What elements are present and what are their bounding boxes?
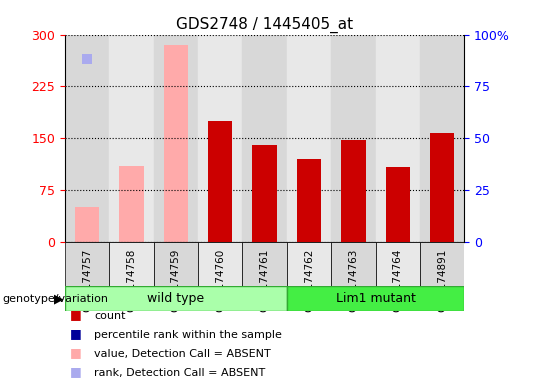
Bar bbox=[287, 35, 331, 242]
Text: GSM174760: GSM174760 bbox=[215, 248, 225, 312]
Bar bbox=[420, 242, 464, 286]
Bar bbox=[386, 167, 410, 242]
Bar bbox=[109, 242, 153, 286]
Bar bbox=[153, 242, 198, 286]
Bar bbox=[208, 121, 232, 242]
Bar bbox=[153, 35, 198, 242]
Text: ■: ■ bbox=[70, 308, 82, 321]
Bar bbox=[242, 242, 287, 286]
Bar bbox=[119, 166, 144, 242]
Bar bbox=[65, 286, 287, 311]
Text: wild type: wild type bbox=[147, 292, 204, 305]
Bar bbox=[198, 242, 242, 286]
Bar bbox=[297, 159, 321, 242]
Text: ■: ■ bbox=[70, 327, 82, 340]
Bar bbox=[65, 35, 109, 242]
Bar bbox=[198, 35, 242, 242]
Bar bbox=[430, 133, 454, 242]
Text: GSM174761: GSM174761 bbox=[260, 248, 269, 312]
Bar bbox=[164, 45, 188, 242]
Text: rank, Detection Call = ABSENT: rank, Detection Call = ABSENT bbox=[94, 368, 266, 378]
Text: GSM174764: GSM174764 bbox=[393, 248, 403, 312]
Bar bbox=[242, 35, 287, 242]
Text: ■: ■ bbox=[70, 346, 82, 359]
Text: genotype/variation: genotype/variation bbox=[3, 294, 109, 304]
Bar bbox=[331, 35, 376, 242]
Bar bbox=[287, 242, 331, 286]
Text: GSM174758: GSM174758 bbox=[126, 248, 137, 312]
Bar bbox=[109, 35, 153, 242]
Bar bbox=[420, 35, 464, 242]
Bar bbox=[65, 242, 109, 286]
Bar bbox=[252, 145, 277, 242]
Bar bbox=[376, 242, 420, 286]
Text: GSM174762: GSM174762 bbox=[304, 248, 314, 312]
Text: GSM174757: GSM174757 bbox=[82, 248, 92, 312]
Text: Lim1 mutant: Lim1 mutant bbox=[336, 292, 416, 305]
Bar bbox=[75, 207, 99, 242]
Bar bbox=[287, 286, 464, 311]
Title: GDS2748 / 1445405_at: GDS2748 / 1445405_at bbox=[176, 17, 353, 33]
Text: percentile rank within the sample: percentile rank within the sample bbox=[94, 330, 282, 340]
Bar bbox=[341, 140, 366, 242]
Text: GSM174759: GSM174759 bbox=[171, 248, 181, 312]
Text: GSM174891: GSM174891 bbox=[437, 248, 447, 312]
Text: ■: ■ bbox=[70, 365, 82, 378]
Text: ▶: ▶ bbox=[53, 292, 63, 305]
Bar bbox=[376, 35, 420, 242]
Text: count: count bbox=[94, 311, 126, 321]
Bar bbox=[331, 242, 376, 286]
Text: GSM174763: GSM174763 bbox=[348, 248, 359, 312]
Text: value, Detection Call = ABSENT: value, Detection Call = ABSENT bbox=[94, 349, 271, 359]
